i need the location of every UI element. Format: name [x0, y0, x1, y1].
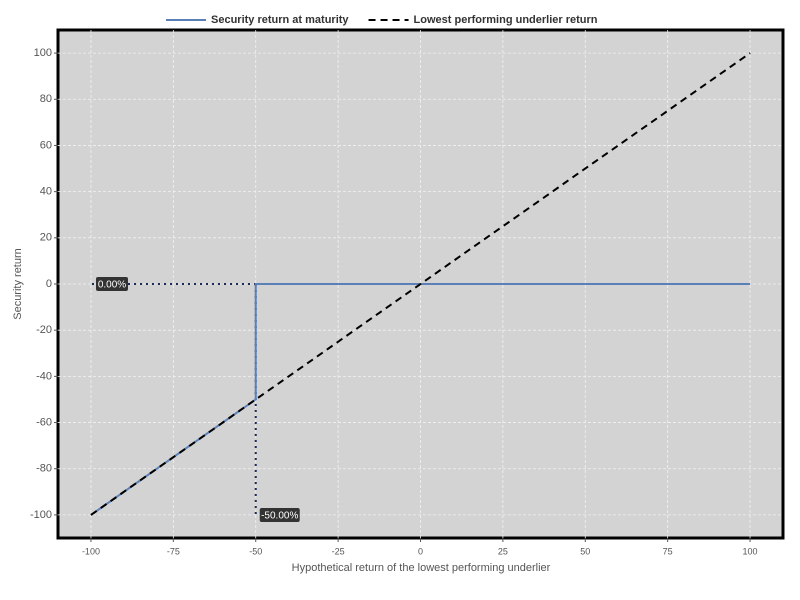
y-tick-label: 100	[34, 47, 52, 59]
legend-label: Security return at maturity	[211, 14, 349, 26]
x-tick-label: -75	[167, 546, 180, 556]
x-tick-label: 50	[580, 546, 590, 556]
legend-label: Lowest performing underlier return	[414, 14, 598, 26]
y-tick-label: 20	[40, 232, 52, 244]
y-tick-label: -40	[36, 370, 52, 382]
x-tick-label: 0	[418, 546, 423, 556]
y-axis-label: Security return	[12, 248, 24, 320]
x-tick-label: -100	[82, 546, 100, 556]
x-tick-label: -25	[332, 546, 345, 556]
x-tick-label: -50	[249, 546, 262, 556]
y-tick-label: 80	[40, 93, 52, 105]
y-tick-label: -100	[30, 509, 52, 521]
y-tick-label: -60	[36, 416, 52, 428]
y-tick-label: -80	[36, 463, 52, 475]
marker-label: -50.00%	[261, 511, 298, 522]
y-tick-label: 40	[40, 186, 52, 198]
marker-label-box	[259, 508, 300, 522]
series-line	[90, 52, 751, 516]
x-axis-label: Hypothetical return of the lowest perfor…	[292, 562, 551, 574]
x-tick-label: 25	[498, 546, 508, 556]
marker-label-box	[96, 277, 128, 291]
y-tick-label: 60	[40, 139, 52, 151]
y-tick-label: -20	[36, 324, 52, 336]
x-tick-label: 100	[743, 546, 758, 556]
y-tick-label: 0	[46, 278, 52, 290]
x-tick-label: 75	[663, 546, 673, 556]
marker-label: 0.00%	[98, 280, 126, 291]
